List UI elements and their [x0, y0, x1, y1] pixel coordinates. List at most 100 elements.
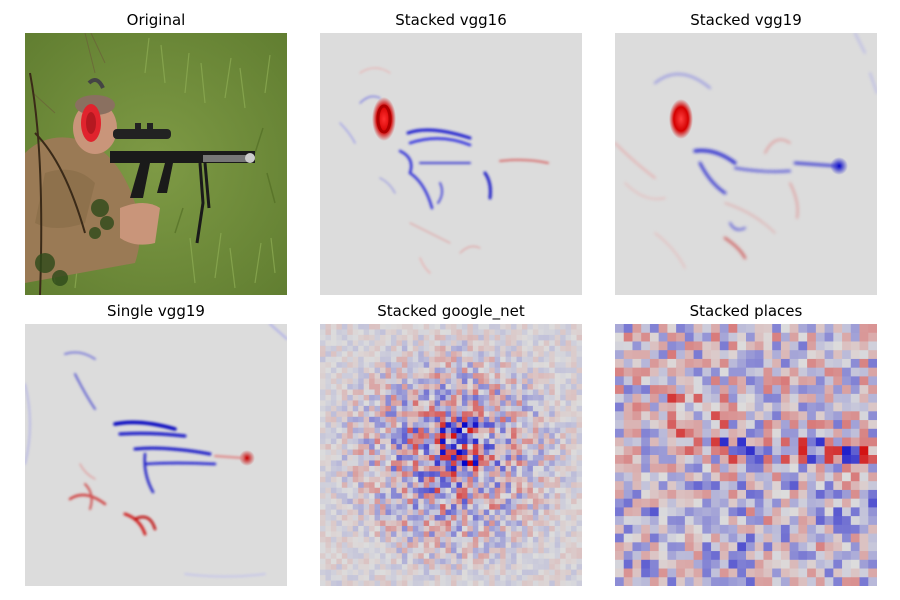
heatmap-cell — [320, 525, 326, 532]
heatmap-cell — [560, 389, 567, 396]
heatmap-cell — [412, 427, 419, 434]
heatmap-cell — [684, 376, 694, 386]
heatmap-cell — [549, 362, 556, 369]
heatmap-cell — [412, 476, 419, 483]
heatmap-cell — [320, 498, 326, 505]
heatmap-cell — [401, 356, 408, 363]
heatmap-cell — [489, 324, 496, 330]
heatmap-cell — [780, 516, 791, 526]
heatmap-cell — [440, 356, 446, 363]
heatmap-cell — [320, 345, 326, 352]
heatmap-cell — [390, 520, 397, 527]
heatmap-cell — [521, 438, 528, 445]
heatmap-cell — [549, 520, 556, 527]
heatmap-cell — [456, 498, 463, 505]
heatmap-cell — [320, 536, 326, 543]
heatmap-cell — [505, 324, 512, 330]
heatmap-cell — [456, 493, 463, 500]
heatmap-cell — [505, 558, 512, 565]
heatmap-cell — [789, 481, 799, 491]
heatmap-cell — [516, 394, 523, 401]
heatmap-cell — [467, 575, 474, 581]
heatmap-cell — [565, 547, 572, 554]
heatmap-cell — [576, 334, 582, 341]
heatmap-cell — [445, 384, 452, 390]
heatmap-cell — [571, 427, 577, 434]
heatmap-cell — [538, 493, 545, 500]
heatmap-cell — [401, 411, 408, 418]
heatmap-cell — [434, 422, 441, 429]
heatmap-cell — [336, 427, 343, 434]
heatmap-cell — [500, 334, 506, 341]
heatmap-cell — [632, 463, 642, 473]
heatmap-cell — [418, 493, 425, 500]
heatmap-cell — [737, 577, 747, 586]
heatmap-cell — [429, 400, 436, 407]
heatmap-cell — [451, 531, 457, 538]
heatmap-cell — [815, 358, 825, 369]
heatmap-cell — [423, 558, 430, 565]
heatmap-cell — [358, 569, 365, 576]
heatmap-cell — [358, 394, 365, 401]
heatmap-cell — [347, 394, 354, 401]
heatmap-cell — [754, 524, 764, 534]
heatmap-cell — [483, 438, 490, 445]
heatmap-cell — [320, 438, 326, 445]
heatmap-cell — [798, 463, 808, 473]
heatmap-cell — [347, 389, 354, 396]
heatmap-cell — [833, 498, 843, 508]
heatmap-cell — [451, 433, 457, 440]
heatmap-cell — [780, 472, 791, 482]
heatmap-cell — [772, 420, 782, 430]
heatmap-cell — [396, 569, 403, 576]
heatmap-cell — [532, 345, 539, 352]
heatmap-cell — [494, 329, 501, 336]
heatmap-cell — [461, 394, 468, 401]
heatmap-cell — [489, 340, 496, 347]
heatmap-cell — [325, 476, 332, 483]
heatmap-cell — [532, 553, 539, 560]
heatmap-cell — [850, 455, 860, 465]
heatmap-cell — [565, 471, 572, 478]
heatmap-cell — [396, 493, 403, 500]
heatmap-cell — [658, 542, 668, 552]
heatmap-cell — [472, 362, 479, 369]
heatmap-cell — [560, 536, 567, 543]
heatmap-cell — [445, 504, 452, 510]
heatmap-cell — [330, 553, 337, 560]
heatmap-cell — [423, 575, 430, 581]
heatmap-cell — [859, 489, 869, 500]
heatmap-cell — [336, 378, 343, 385]
heatmap-cell — [842, 568, 852, 578]
heatmap-cell — [693, 533, 703, 543]
heatmap-cell — [330, 378, 337, 385]
heatmap-cell — [418, 384, 425, 390]
heatmap-cell — [445, 400, 452, 407]
heatmap-cell — [649, 524, 660, 534]
heatmap-cell — [549, 378, 556, 385]
heatmap-cell — [850, 428, 860, 438]
heatmap-cell — [407, 356, 414, 363]
heatmap-cell — [461, 384, 468, 390]
heatmap-cell — [412, 389, 419, 396]
heatmap-cell — [412, 378, 419, 385]
heatmap-cell — [401, 351, 408, 358]
heatmap-cell — [850, 324, 860, 334]
heatmap-cell — [798, 551, 808, 561]
heatmap-cell — [565, 465, 572, 472]
heatmap-cell — [543, 558, 550, 565]
heatmap-cell — [667, 559, 677, 569]
heatmap-cell — [385, 422, 392, 429]
heatmap-cell — [500, 324, 506, 330]
heatmap-cell — [737, 559, 747, 569]
heatmap-cell — [511, 438, 517, 445]
heatmap-cell — [719, 376, 729, 386]
heatmap-cell — [363, 460, 370, 467]
heatmap-cell — [401, 433, 408, 440]
heatmap-cell — [363, 438, 370, 445]
heatmap-cell — [320, 476, 326, 483]
heatmap-cell — [667, 420, 677, 430]
heatmap-cell — [483, 324, 490, 330]
heatmap-cell — [418, 416, 425, 423]
heatmap-cell — [478, 356, 485, 363]
